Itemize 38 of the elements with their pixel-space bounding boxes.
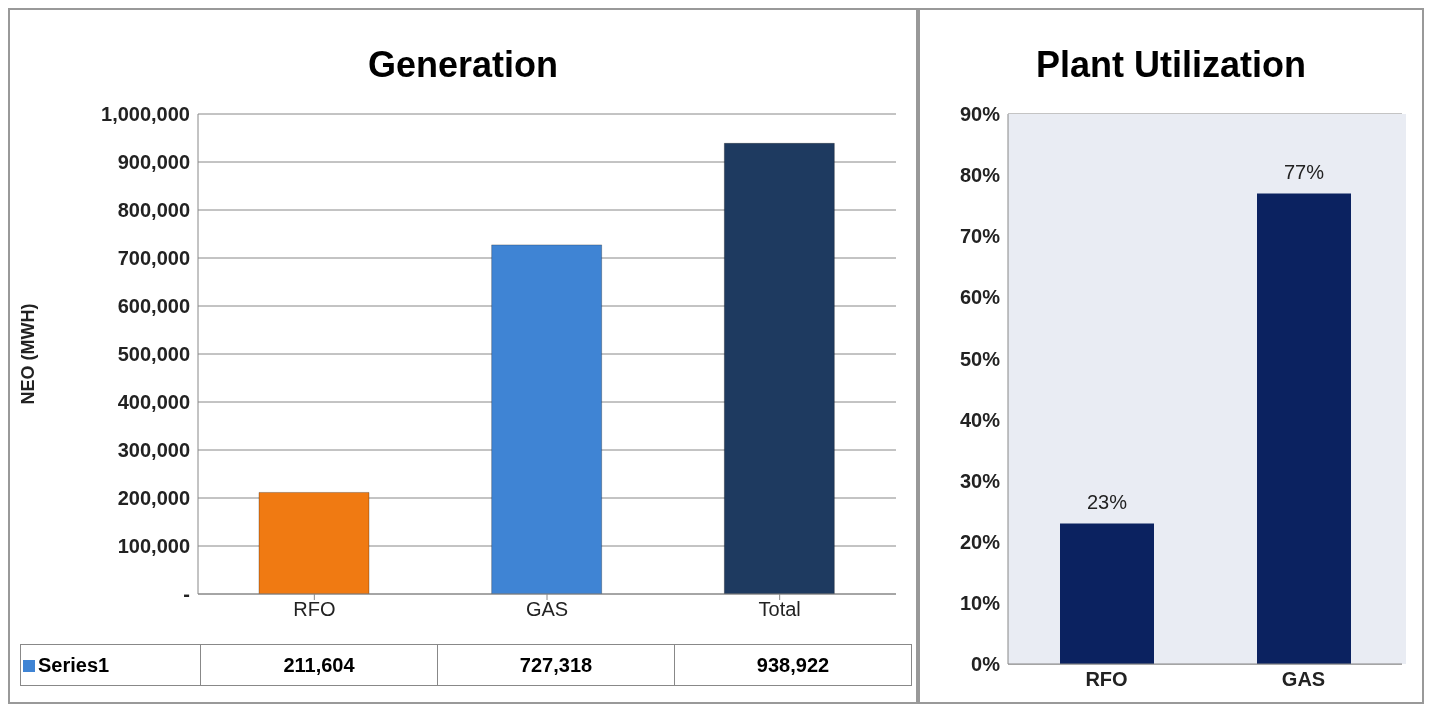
y-tick-label: 100,000 [117,535,190,558]
y-tick-label: 400,000 [117,391,190,414]
y-tick-label: 700,000 [117,247,190,270]
x-tick-label: RFO [293,598,336,621]
y-tick-label: 0% [971,653,1001,676]
y-tick-label: 50% [959,347,1001,370]
data-label: 23% [1086,491,1128,514]
y-tick-label: 800,000 [117,199,190,222]
data-label: 938,922 [674,644,912,686]
bar [491,244,603,594]
x-tick-label: Total [758,598,801,621]
data-label: 211,604 [200,644,438,686]
x-tick-label: RFO [1085,668,1128,691]
data-label: 77% [1283,161,1325,184]
y-tick-label: 80% [959,164,1001,187]
y-tick-label: 300,000 [117,439,190,462]
chart-title: Plant Utilization [1035,44,1307,87]
y-tick-label: - [183,583,190,606]
y-tick-label: 200,000 [117,487,190,510]
x-tick-label: GAS [1281,668,1326,691]
y-tick-label: 900,000 [117,151,190,174]
bar [723,142,835,594]
y-tick-label: 60% [959,286,1001,309]
y-tick-label: 600,000 [117,295,190,318]
y-tick-label: 500,000 [117,343,190,366]
legend-label: Series1 [20,644,201,686]
y-tick-label: 90% [959,103,1001,126]
y-tick-label: 30% [959,469,1001,492]
y-tick-label: 20% [959,530,1001,553]
bar [258,491,370,594]
x-tick-label: GAS [525,598,569,621]
y-tick-label: 1,000,000 [101,103,190,126]
y-tick-label: 10% [959,591,1001,614]
y-tick-label: 40% [959,408,1001,431]
data-label: 727,318 [437,644,675,686]
y-tick-label: 70% [959,225,1001,248]
chart-title: Generation [366,44,559,87]
y-axis-title: NEO (MWH) [18,303,39,405]
